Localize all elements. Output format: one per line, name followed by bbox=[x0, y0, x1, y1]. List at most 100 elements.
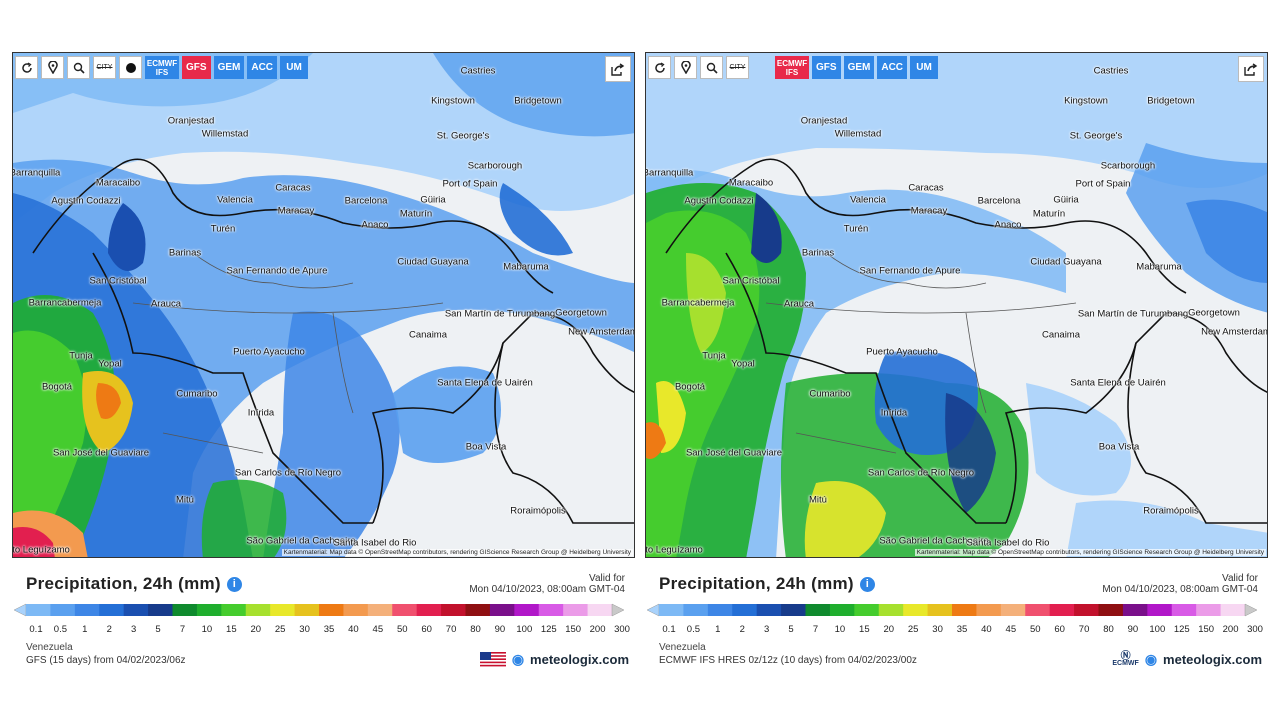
legend-tick-label: 2 bbox=[106, 624, 112, 635]
city-label: Ciudad Guayana bbox=[397, 256, 469, 268]
legend-tick-label: 3 bbox=[764, 624, 770, 635]
city-label: Roraimópolis bbox=[1143, 505, 1199, 517]
map-attribution: Kartenmaterial: Map data © OpenStreetMap… bbox=[914, 549, 1266, 556]
city-label: Caracas bbox=[275, 182, 311, 194]
city-label: Caracas bbox=[908, 182, 944, 194]
legend-tick-label: 30 bbox=[932, 624, 943, 635]
city-label: San José del Guaviare bbox=[685, 447, 783, 459]
city-toggle-button[interactable]: CITY bbox=[726, 56, 749, 79]
legend-swatch bbox=[587, 604, 613, 616]
model-button-acc[interactable]: ACC bbox=[247, 56, 278, 79]
model-button-um[interactable]: UM bbox=[280, 56, 309, 79]
model-button-gfs[interactable]: GFS bbox=[182, 56, 211, 79]
refresh-icon[interactable] bbox=[15, 56, 38, 79]
city-label: Kingstown bbox=[1064, 95, 1108, 107]
legend-swatch bbox=[1122, 604, 1148, 616]
model-button-gfs[interactable]: GFS bbox=[812, 56, 841, 79]
city-label: Bridgetown bbox=[514, 95, 562, 107]
city-label: Yopal bbox=[731, 358, 755, 370]
location-pin-icon[interactable] bbox=[41, 56, 64, 79]
precipitation-map[interactable]: CITY ECMWF IFS GFS GEM ACC UM Castries Ki… bbox=[12, 52, 635, 558]
legend-tick-label: 5 bbox=[155, 624, 161, 635]
model-button-ecmwf[interactable]: ECMWF IFS bbox=[145, 56, 179, 79]
brand-logo[interactable]: ◉ meteologix.com bbox=[479, 651, 629, 668]
legend-swatch bbox=[270, 604, 296, 616]
legend-swatch bbox=[927, 604, 953, 616]
legend-tick-label: 25 bbox=[907, 624, 919, 635]
city-label: Arauca bbox=[150, 298, 182, 310]
model-button-gem[interactable]: GEM bbox=[213, 56, 245, 79]
city-label: Georgetown bbox=[1188, 307, 1240, 319]
legend-tick-label: 2 bbox=[739, 624, 745, 635]
precipitation-map[interactable]: CITY ECMWF IFS GFS GEM ACC UM Castries Ki… bbox=[645, 52, 1268, 558]
info-icon[interactable]: i bbox=[226, 576, 242, 592]
city-label: Santa Elena de Uairén bbox=[437, 377, 533, 389]
legend-swatch bbox=[489, 604, 515, 616]
city-label: Willemstad bbox=[834, 128, 882, 140]
brand-logo[interactable]: Ⓝ ECMWF ◉ meteologix.com bbox=[1112, 650, 1262, 667]
city-label: Barrancabermeja bbox=[28, 297, 102, 309]
toolbar-spacer bbox=[752, 56, 772, 79]
legend-swatch bbox=[829, 604, 855, 616]
refresh-icon[interactable] bbox=[648, 56, 671, 79]
map-attribution: Kartenmaterial: Map data © OpenStreetMap… bbox=[281, 549, 633, 556]
zoom-icon[interactable] bbox=[67, 56, 90, 79]
legend-swatch bbox=[172, 604, 198, 616]
model-button-acc[interactable]: ACC bbox=[877, 56, 908, 79]
city-label: Maracay bbox=[910, 205, 948, 217]
model-button-gem[interactable]: GEM bbox=[843, 56, 875, 79]
legend-tick-label: 80 bbox=[470, 624, 481, 635]
city-label: Scarborough bbox=[1100, 160, 1156, 172]
info-icon[interactable]: i bbox=[859, 576, 875, 592]
share-icon[interactable] bbox=[605, 56, 631, 82]
model-button-ecmwf[interactable]: ECMWF IFS bbox=[775, 56, 809, 79]
city-label: Barranquilla bbox=[645, 167, 694, 179]
location-pin-icon[interactable] bbox=[674, 56, 697, 79]
legend-tick-label: 5 bbox=[788, 624, 794, 635]
legend-swatch bbox=[563, 604, 589, 616]
city-label: CITY bbox=[96, 64, 113, 71]
city-label: Santa Isabel do Rio bbox=[333, 537, 417, 549]
city-label: Barrancabermeja bbox=[661, 297, 735, 309]
city-toggle-button[interactable]: CITY bbox=[93, 56, 116, 79]
city-label: Bogotá bbox=[674, 381, 706, 393]
city-label: New Amsterdam bbox=[1201, 326, 1268, 338]
region-label: Venezuela bbox=[659, 642, 706, 653]
city-label: Maracaibo bbox=[728, 177, 774, 189]
legend-tick-label: 50 bbox=[396, 624, 408, 635]
map-panel-ecmwf: CITY ECMWF IFS GFS GEM ACC UM Castries Ki… bbox=[645, 52, 1268, 672]
legend-tick-label: 25 bbox=[274, 624, 286, 635]
legend-swatch bbox=[221, 604, 247, 616]
legend-tick-label: 150 bbox=[1198, 624, 1215, 635]
dot-icon[interactable] bbox=[119, 56, 142, 79]
legend-tick-label: 125 bbox=[1173, 624, 1190, 635]
legend-tick-label: 150 bbox=[565, 624, 582, 635]
legend-ticks: 0.1 0.5 1 2 3 5 7 10 15 20 25 30 35 40 45 50 60 70 80 90 100… bbox=[647, 624, 1263, 636]
zoom-icon[interactable] bbox=[700, 56, 723, 79]
model-button-um[interactable]: UM bbox=[910, 56, 939, 79]
city-label: Canaima bbox=[1041, 329, 1081, 341]
legend-swatch bbox=[952, 604, 977, 616]
city-label: Puerto Ayacucho bbox=[233, 346, 305, 358]
city-label: Boa Vista bbox=[465, 441, 507, 453]
legend-swatch bbox=[1220, 604, 1246, 616]
legend-swatch bbox=[854, 604, 880, 616]
city-label: Maracaibo bbox=[95, 177, 141, 189]
city-label: CITY bbox=[729, 64, 746, 71]
legend-tick-label: 300 bbox=[1247, 624, 1263, 635]
legend-swatch bbox=[1196, 604, 1222, 616]
legend-swatch bbox=[196, 604, 222, 616]
share-icon[interactable] bbox=[1238, 56, 1264, 82]
city-label: Santa Isabel do Rio bbox=[966, 537, 1050, 549]
legend-tick-label: 45 bbox=[1005, 624, 1017, 635]
legend-tick-label: 3 bbox=[131, 624, 137, 635]
city-label: Barcelona bbox=[977, 195, 1021, 207]
city-label: Maracay bbox=[277, 205, 315, 217]
city-label: Yopal bbox=[98, 358, 122, 370]
city-label: Puerto Ayacucho bbox=[866, 346, 938, 358]
legend-tick-label: 0.5 bbox=[53, 624, 68, 635]
legend-tick-label: 70 bbox=[1078, 624, 1090, 635]
city-label: Georgetown bbox=[555, 307, 607, 319]
legend-swatch bbox=[319, 604, 344, 616]
city-label: Santa Elena de Uairén bbox=[1070, 377, 1166, 389]
